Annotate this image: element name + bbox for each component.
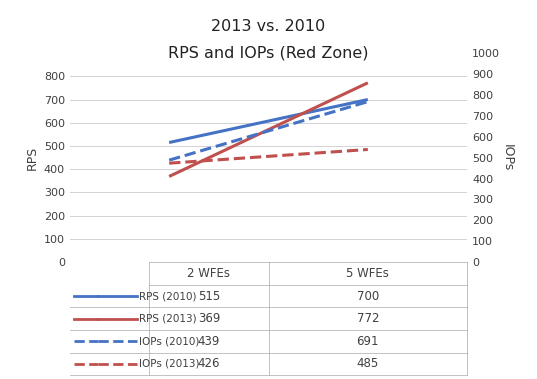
Text: 700: 700 <box>357 290 379 302</box>
Text: 426: 426 <box>198 357 220 370</box>
Text: 772: 772 <box>357 312 379 325</box>
Text: 369: 369 <box>198 312 220 325</box>
Text: 515: 515 <box>198 290 220 302</box>
Text: 439: 439 <box>198 335 220 348</box>
Text: 485: 485 <box>357 357 379 370</box>
Text: RPS (2013): RPS (2013) <box>139 314 197 324</box>
Text: RPS and IOPs (Red Zone): RPS and IOPs (Red Zone) <box>168 45 369 61</box>
Text: IOPs (2010): IOPs (2010) <box>139 336 200 346</box>
Text: 2013 vs. 2010: 2013 vs. 2010 <box>212 19 325 34</box>
Text: 2 WFEs: 2 WFEs <box>187 267 230 280</box>
Y-axis label: RPS: RPS <box>25 146 38 170</box>
Text: 691: 691 <box>357 335 379 348</box>
Text: RPS (2010): RPS (2010) <box>139 291 197 301</box>
Text: IOPs (2013): IOPs (2013) <box>139 359 200 369</box>
Text: 5 WFEs: 5 WFEs <box>346 267 389 280</box>
Y-axis label: IOPs: IOPs <box>501 144 514 171</box>
